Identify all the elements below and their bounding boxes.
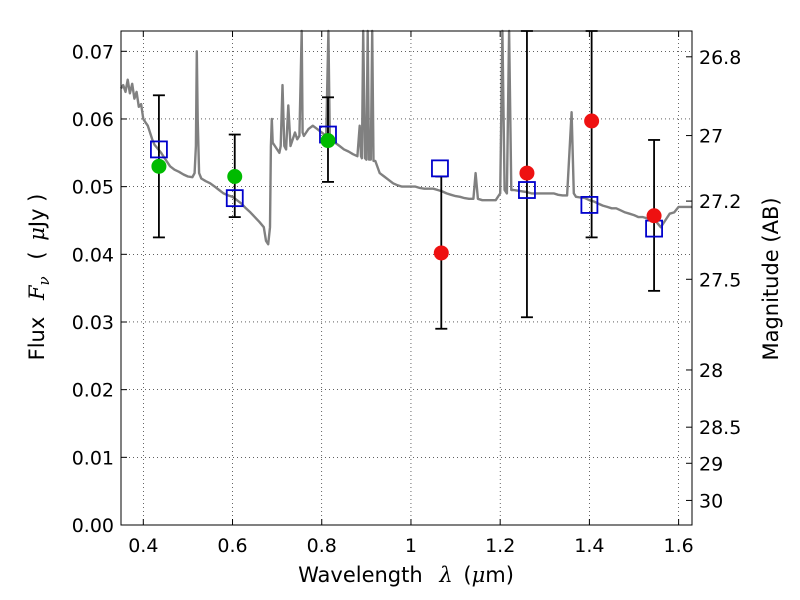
y2-tick-label: 26.8 [699, 47, 741, 69]
x-tick-label: 0.4 [128, 535, 158, 557]
x-axis-symbol: λ [438, 563, 452, 587]
model-photometry-square [431, 159, 449, 178]
x-tick-label: 0.6 [217, 535, 247, 557]
plot-frame [120, 30, 693, 526]
spectrum-line [119, 29, 692, 246]
model-photometry-square [225, 189, 244, 208]
x-tick-label: 1.6 [664, 535, 694, 557]
y-axis-unit-open: ( [25, 251, 49, 259]
y-tick-label: 0.01 [72, 447, 114, 469]
y-axis-label-text: Flux [25, 317, 49, 361]
y2-tick-label: 28.5 [699, 417, 741, 439]
model-photometry-square [580, 196, 599, 214]
x-tick-label: 1.2 [485, 535, 515, 557]
y-tick-label: 0.00 [72, 515, 114, 537]
model-photometry-square [518, 181, 536, 199]
model-photometry-square [150, 140, 168, 159]
y2-tick-label: 27.5 [699, 269, 741, 291]
x-tick-label: 0.8 [307, 535, 337, 557]
observed-point-green [151, 158, 167, 174]
observed-flux-points [151, 113, 662, 261]
y-tick-label: 0.07 [72, 41, 114, 63]
y2-tick-label: 27.2 [699, 191, 741, 213]
x-tick-label: 1 [405, 535, 417, 557]
observed-point-green [227, 168, 243, 184]
y2-tick-label: 29 [699, 453, 723, 475]
y-axis-unit-rest: Jy ) [25, 194, 49, 230]
model-photometry-squares [150, 125, 663, 238]
observed-point-red [584, 113, 600, 129]
x-axis-unit-mu: μ [472, 563, 486, 587]
observed-point-red [433, 245, 449, 261]
x-axis-label-text: Wavelength [298, 563, 423, 587]
y-axis-symbol-f: F [25, 284, 49, 301]
y2-ticks: 26.8 27 27.2 27.5 28 28.5 29 30 [686, 47, 741, 512]
y-axis-symbol-sub: ν [35, 276, 53, 285]
grid [121, 31, 692, 525]
x-ticks: 0.4 0.6 0.8 1 1.2 1.4 1.6 [128, 31, 694, 557]
x-tick-label: 1.4 [574, 535, 604, 557]
x-axis-label: Wavelength λ (μm) [298, 563, 514, 587]
y-tick-label: 0.04 [72, 244, 114, 266]
x-axis-unit-rest: m) [485, 563, 514, 587]
x-axis-unit-open: ( [463, 563, 471, 587]
observed-point-green [320, 133, 336, 149]
y-tick-label: 0.05 [72, 177, 114, 199]
y-ticks: 0.00 0.01 0.02 0.03 0.04 0.05 0.06 0.07 [72, 41, 127, 537]
y-tick-label: 0.06 [72, 109, 114, 131]
y2-axis-label: Magnitude (AB) [759, 197, 783, 360]
observed-point-red [646, 208, 662, 224]
y-tick-label: 0.02 [72, 380, 114, 402]
model-spectrum [119, 29, 692, 246]
observed-point-red [519, 165, 535, 181]
y-axis-label: Flux Fν ( μJy ) [25, 194, 54, 361]
y-tick-label: 0.03 [72, 312, 114, 334]
y2-tick-label: 30 [699, 490, 723, 512]
y-axis-unit-mu: μ [25, 227, 49, 241]
y2-tick-label: 28 [699, 360, 723, 382]
y2-tick-label: 27 [699, 126, 723, 148]
